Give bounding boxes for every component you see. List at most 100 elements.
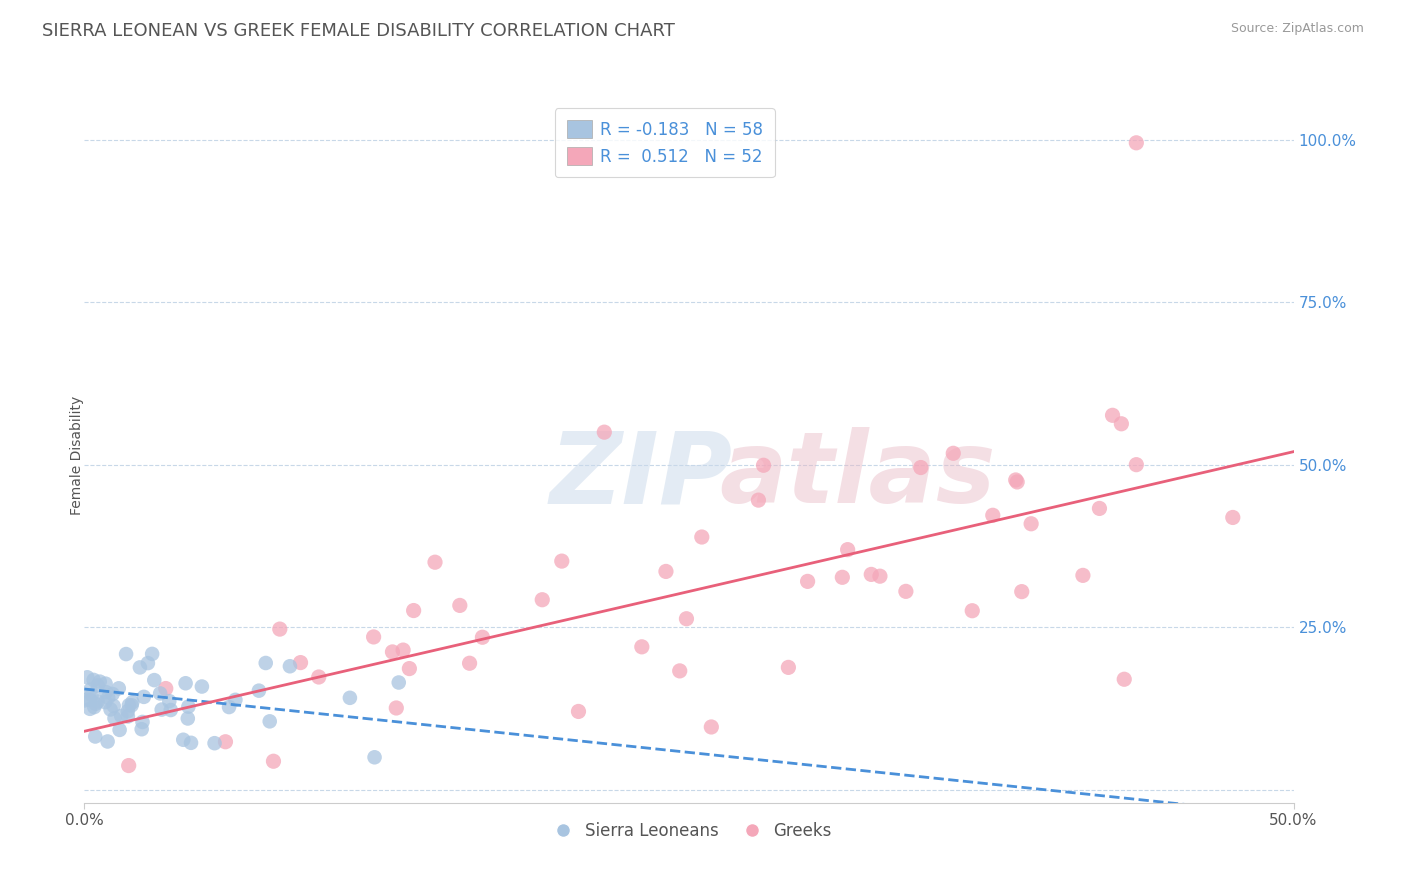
Point	[339, 690, 361, 705]
Point	[960, 604, 983, 618]
Point	[204, 736, 226, 750]
Point	[117, 709, 139, 723]
Point	[79, 682, 101, 697]
Point	[269, 622, 291, 636]
Point	[981, 508, 1004, 523]
Point	[131, 722, 153, 736]
Point	[259, 714, 281, 729]
Point	[398, 662, 420, 676]
Point	[89, 674, 111, 689]
Point	[1101, 409, 1123, 423]
Point	[97, 734, 120, 748]
Point	[381, 645, 404, 659]
Point	[174, 676, 197, 690]
Point	[262, 754, 284, 768]
Point	[180, 736, 202, 750]
Point	[118, 698, 141, 713]
Point	[831, 570, 853, 584]
Point	[94, 676, 117, 690]
Point	[567, 705, 589, 719]
Point	[1114, 672, 1136, 686]
Text: atlas: atlas	[720, 427, 995, 524]
Point	[83, 700, 105, 714]
Point	[94, 695, 117, 709]
Point	[121, 698, 143, 713]
Point	[141, 647, 163, 661]
Point	[531, 592, 554, 607]
Point	[84, 697, 107, 711]
Point	[593, 425, 616, 439]
Point	[149, 686, 172, 700]
Point	[449, 599, 471, 613]
Point	[308, 670, 330, 684]
Point	[278, 659, 301, 673]
Point	[423, 555, 446, 569]
Point	[471, 630, 494, 644]
Point	[177, 699, 200, 714]
Point	[83, 673, 105, 687]
Point	[214, 735, 236, 749]
Point	[1004, 473, 1026, 487]
Point	[254, 656, 277, 670]
Point	[1125, 458, 1147, 472]
Point	[655, 565, 678, 579]
Point	[121, 695, 143, 709]
Point	[73, 693, 96, 707]
Point	[117, 704, 139, 718]
Point	[157, 694, 180, 708]
Point	[224, 693, 246, 707]
Point	[79, 702, 101, 716]
Point	[1125, 136, 1147, 150]
Point	[247, 683, 270, 698]
Point	[942, 446, 965, 460]
Point	[115, 647, 138, 661]
Point	[86, 695, 108, 709]
Point	[894, 584, 917, 599]
Point	[402, 603, 425, 617]
Point	[87, 679, 110, 693]
Point	[869, 569, 891, 583]
Point	[1222, 510, 1244, 524]
Point	[910, 460, 932, 475]
Text: ZIP: ZIP	[550, 427, 733, 524]
Point	[191, 680, 214, 694]
Point	[155, 681, 177, 696]
Point	[363, 750, 385, 764]
Point	[108, 723, 131, 737]
Point	[388, 675, 411, 690]
Point	[136, 656, 159, 670]
Point	[458, 657, 481, 671]
Point	[1111, 417, 1133, 431]
Point	[132, 690, 155, 704]
Point	[131, 714, 153, 729]
Point	[690, 530, 713, 544]
Point	[363, 630, 385, 644]
Point	[177, 711, 200, 725]
Point	[80, 688, 103, 702]
Point	[94, 685, 117, 699]
Point	[551, 554, 574, 568]
Point	[172, 732, 194, 747]
Point	[1005, 475, 1028, 489]
Point	[76, 670, 98, 684]
Point	[101, 687, 124, 701]
Point	[103, 698, 125, 713]
Point	[752, 458, 775, 473]
Point	[100, 702, 122, 716]
Point	[385, 701, 408, 715]
Point	[143, 673, 166, 687]
Point	[630, 640, 652, 654]
Point	[1011, 584, 1033, 599]
Point	[796, 574, 818, 589]
Point	[860, 567, 883, 582]
Point	[675, 612, 697, 626]
Point	[1071, 568, 1094, 582]
Text: SIERRA LEONEAN VS GREEK FEMALE DISABILITY CORRELATION CHART: SIERRA LEONEAN VS GREEK FEMALE DISABILIT…	[42, 22, 675, 40]
Point	[747, 493, 769, 508]
Point	[103, 711, 125, 725]
Point	[837, 542, 859, 557]
Point	[84, 730, 107, 744]
Point	[700, 720, 723, 734]
Point	[129, 660, 152, 674]
Point	[392, 643, 415, 657]
